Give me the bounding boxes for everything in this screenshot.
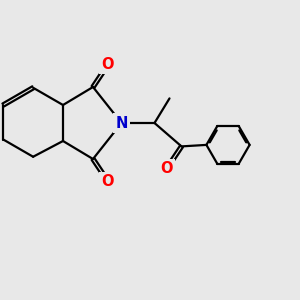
Text: O: O bbox=[160, 161, 173, 176]
Text: O: O bbox=[102, 174, 114, 189]
Text: N: N bbox=[115, 116, 128, 130]
Text: O: O bbox=[102, 57, 114, 72]
